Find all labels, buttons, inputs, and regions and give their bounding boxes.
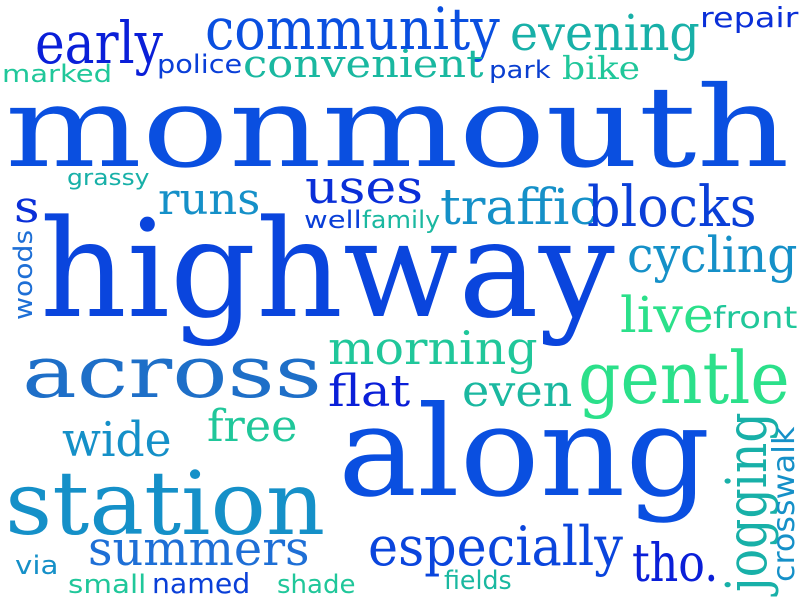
word-uses: uses bbox=[305, 160, 424, 214]
word-via: via bbox=[15, 551, 59, 581]
word-shade: shade bbox=[277, 570, 356, 600]
word-along: along bbox=[338, 380, 711, 525]
word-especially: especially bbox=[368, 515, 623, 578]
word-station: station bbox=[5, 452, 326, 555]
word-morning: morning bbox=[328, 321, 538, 375]
word-runs: runs bbox=[158, 174, 261, 225]
word-repair: repair bbox=[700, 1, 799, 34]
word-summers: summers bbox=[88, 521, 310, 577]
word-traffic: traffic bbox=[440, 178, 599, 236]
word-s: s bbox=[14, 182, 40, 233]
word-highway: highway bbox=[40, 191, 615, 348]
word-woods: woods bbox=[9, 229, 39, 320]
word-even: even bbox=[462, 366, 573, 417]
word-early: early bbox=[35, 9, 163, 77]
word-cycling: cycling bbox=[627, 226, 798, 284]
word-crosswalk: crosswalk bbox=[767, 426, 800, 582]
word-grassy: grassy bbox=[67, 166, 150, 191]
word-blocks: blocks bbox=[587, 175, 757, 240]
word-evening: evening bbox=[510, 4, 700, 62]
word-flat: flat bbox=[328, 366, 411, 417]
word-tho: tho. bbox=[632, 534, 719, 594]
word-across: across bbox=[22, 330, 322, 414]
word-wide: wide bbox=[62, 412, 172, 468]
word-small: small bbox=[68, 570, 147, 600]
word-named: named bbox=[152, 567, 251, 600]
word-live: live bbox=[620, 286, 714, 344]
word-bike: bike bbox=[562, 49, 641, 87]
word-free: free bbox=[207, 401, 298, 452]
word-well: well bbox=[304, 206, 362, 234]
word-fields: fields bbox=[444, 566, 512, 596]
word-community: community bbox=[205, 0, 500, 63]
word-monmouth: monmouth bbox=[5, 63, 790, 193]
word-police: police bbox=[157, 50, 243, 80]
word-front: front bbox=[713, 301, 798, 336]
word-convenient: convenient bbox=[243, 42, 484, 86]
word-family: family bbox=[362, 206, 441, 234]
word-park: park bbox=[489, 56, 551, 84]
word-gentle: gentle bbox=[578, 336, 790, 420]
word-marked: marked bbox=[2, 60, 113, 88]
